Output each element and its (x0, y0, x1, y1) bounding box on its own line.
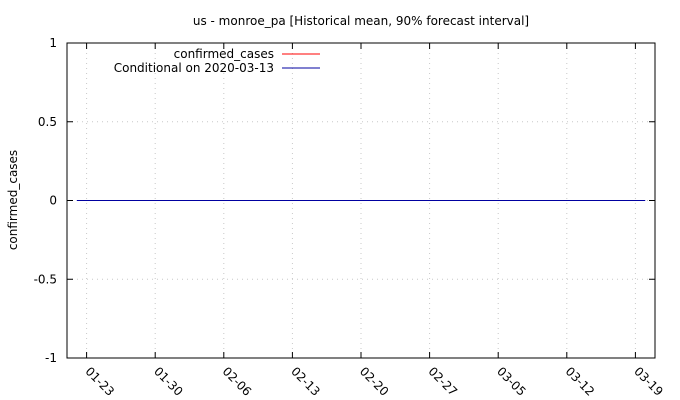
x-tick-label: 01-23 (82, 364, 117, 399)
y-tick-label: -0.5 (34, 272, 57, 286)
y-tick-label: 0.5 (38, 115, 57, 129)
x-tick-label: 02-27 (425, 364, 460, 399)
legend-label: Conditional on 2020-03-13 (114, 61, 274, 75)
y-axis: 1 0.5 0 -0.5 -1 (34, 36, 655, 365)
plot-frame (66, 42, 656, 359)
x-tick-label: 02-06 (220, 364, 255, 399)
x-tick-label: 02-13 (288, 364, 323, 399)
chart-title: us - monroe_pa [Historical mean, 90% for… (193, 14, 529, 28)
x-tick-label: 03-05 (494, 364, 529, 399)
y-tick-label: 0 (49, 194, 57, 208)
x-tick-label: 02-20 (357, 364, 392, 399)
x-tick-label: 01-30 (151, 364, 186, 399)
y-tick-label: 1 (49, 36, 57, 50)
y-axis-label: confirmed_cases (6, 150, 20, 250)
x-tick-label: 03-19 (631, 364, 666, 399)
x-axis: 01-23 01-30 02-06 02-13 02-20 02-27 03-05 03-12… (82, 43, 666, 399)
legend-label: confirmed_cases (174, 47, 274, 61)
y-tick-label: -1 (45, 351, 57, 365)
x-tick-label: 03-12 (563, 364, 598, 399)
